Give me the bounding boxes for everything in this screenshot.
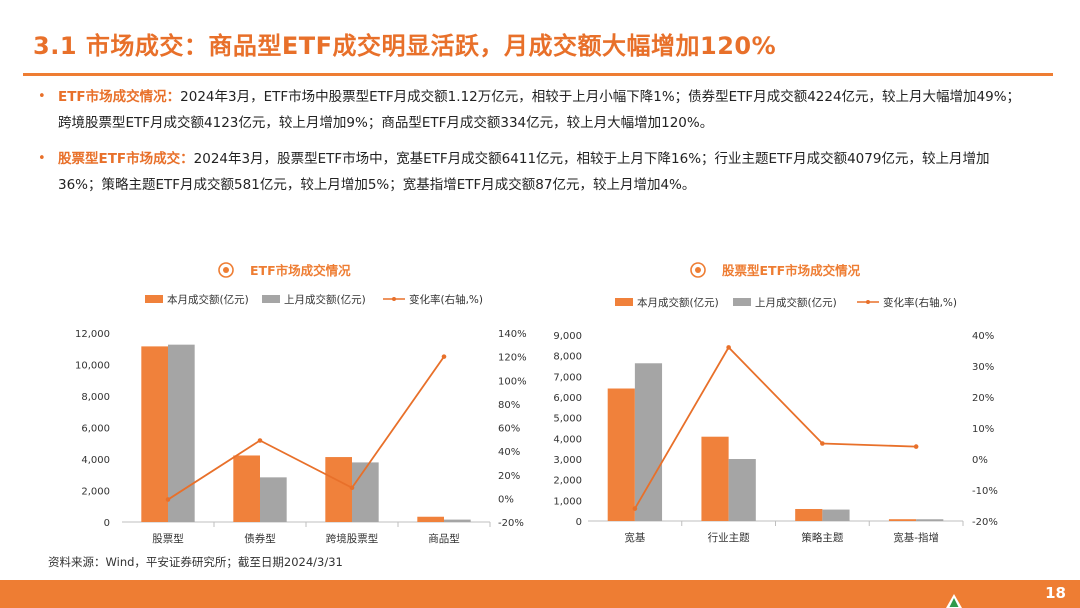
bar-previous [260,477,287,522]
y-tick-label: 2,000 [81,487,110,498]
page-title: 3.1 市场成交：商品型ETF成交明显活跃，月成交额大幅增加120% [33,32,777,60]
y2-tick-label: 20% [972,393,994,404]
y2-tick-label: 60% [498,424,520,435]
y-tick-label: 0 [576,517,582,528]
y2-tick-label: 20% [498,471,520,482]
legend-label-current: 本月成交额(亿元) [167,293,249,306]
change-rate-point [820,441,825,446]
legend-label-previous: 上月成交额(亿元) [284,293,366,306]
x-tick-label: 跨境股票型 [326,532,379,545]
title-divider [23,73,1053,76]
legend-swatch-change-marker [866,300,870,304]
y2-tick-label: 0% [498,494,514,505]
y-tick-label: 8,000 [81,392,110,403]
change-rate-line [167,356,445,501]
bar-current [417,516,444,522]
y2-tick-label: -20% [972,517,998,528]
change-rate-point [632,506,638,511]
bar-previous [822,509,850,521]
y-tick-label: 4,000 [553,434,582,445]
x-tick-label: 宽基 [624,531,645,544]
bullet-lead: 股票型ETF市场成交： [58,151,194,167]
change-rate-point [726,345,731,350]
change-rate-point [349,485,355,491]
change-rate-point [441,354,447,359]
change-rate-point [165,497,171,502]
bar-current [233,455,260,522]
x-tick-label: 商品型 [428,532,460,545]
bullet-text: 2024年3月，ETF市场中股票型ETF月成交额1.12万亿元，相较于上月小幅下… [58,89,1021,131]
bar-previous [352,462,379,522]
bar-current [795,508,823,521]
y-tick-label: 6,000 [81,424,110,435]
bar-current [701,436,729,521]
legend-label-change: 变化率(右轴,%) [409,293,483,306]
y-tick-label: 10,000 [75,361,110,372]
bar-previous [444,519,471,522]
bullet-stock-etf: • 股票型ETF市场成交：2024年3月，股票型ETF市场中，宽基ETF月成交额… [38,146,1031,198]
y2-tick-label: 40% [972,331,994,342]
change-rate-line [634,345,917,510]
x-tick-label: 债券型 [244,532,276,545]
chart-title: 股票型ETF市场成交情况 [722,263,861,278]
y-tick-label: 12,000 [75,329,110,340]
bar-previous [634,363,663,521]
company-logo-icon [946,594,962,608]
y-tick-label: 4,000 [81,455,110,466]
change-rate-point [913,444,919,449]
y2-tick-label: 140% [498,329,527,340]
y2-tick-label: 30% [972,362,994,373]
bar-previous [728,459,756,521]
y2-tick-label: 40% [498,447,520,458]
legend-swatch-change-marker [392,297,396,301]
chart-title-icon-dot [695,267,701,273]
legend-swatch-current [145,295,163,303]
x-tick-label: 策略主题 [801,531,843,544]
legend-swatch-current [615,298,633,306]
y-tick-label: 3,000 [553,455,582,466]
bullet-dot-icon: • [38,151,46,166]
y-tick-label: 8,000 [553,352,582,363]
page-number: 18 [1045,584,1066,602]
chart-title-icon [690,262,706,278]
y2-tick-label: -10% [972,486,998,497]
chart-title-icon [218,262,234,278]
bar-current [607,388,635,521]
bar-previous [916,519,944,521]
y2-tick-label: 120% [498,353,527,364]
x-tick-label: 行业主题 [708,531,750,544]
x-tick-label: 宽基-指增 [893,531,939,544]
y2-tick-label: -20% [498,518,524,529]
change-rate-point [257,438,263,443]
chart-title: ETF市场成交情况 [250,263,351,278]
y2-tick-label: 100% [498,376,527,387]
y-tick-label: 6,000 [553,393,582,404]
source-note: 资料来源：Wind，平安证券研究所；截至日期2024/3/31 [48,555,343,569]
y-tick-label: 0 [104,518,110,529]
y2-tick-label: 10% [972,424,994,435]
y2-tick-label: 80% [498,400,520,411]
legend-swatch-previous [262,295,280,303]
y2-tick-label: 0% [972,455,988,466]
y-tick-label: 2,000 [553,476,582,487]
legend-label-change: 变化率(右轴,%) [883,296,957,309]
chart-title-icon-dot [223,267,229,273]
bar-current [325,457,352,522]
y-tick-label: 9,000 [553,331,582,342]
y-tick-label: 5,000 [553,414,582,425]
legend-swatch-previous [733,298,751,306]
y-tick-label: 7,000 [553,372,582,383]
bar-current [888,519,917,521]
y-tick-label: 1,000 [553,496,582,507]
legend-label-current: 本月成交额(亿元) [637,296,719,309]
legend-label-previous: 上月成交额(亿元) [755,296,837,309]
bullet-text: 2024年3月，股票型ETF市场中，宽基ETF月成交额6411亿元，相较于上月下… [58,151,990,193]
x-tick-label: 股票型 [152,532,184,545]
bullet-dot-icon: • [38,89,46,104]
footer-bar [0,580,1080,608]
bullet-lead: ETF市场成交情况： [58,89,181,105]
bar-previous [168,344,195,522]
bar-current [141,346,168,522]
bullet-etf-market: • ETF市场成交情况：2024年3月，ETF市场中股票型ETF月成交额1.12… [38,84,1031,136]
